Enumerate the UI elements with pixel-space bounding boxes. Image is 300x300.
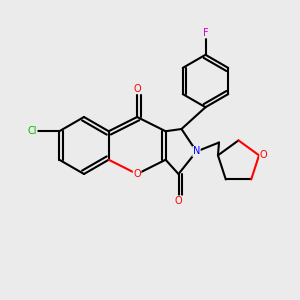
Text: O: O (175, 196, 182, 206)
Text: O: O (260, 150, 267, 160)
Text: O: O (133, 169, 141, 179)
Text: Cl: Cl (28, 126, 37, 136)
Text: N: N (193, 146, 200, 157)
Text: O: O (133, 83, 141, 94)
Text: F: F (203, 28, 208, 38)
